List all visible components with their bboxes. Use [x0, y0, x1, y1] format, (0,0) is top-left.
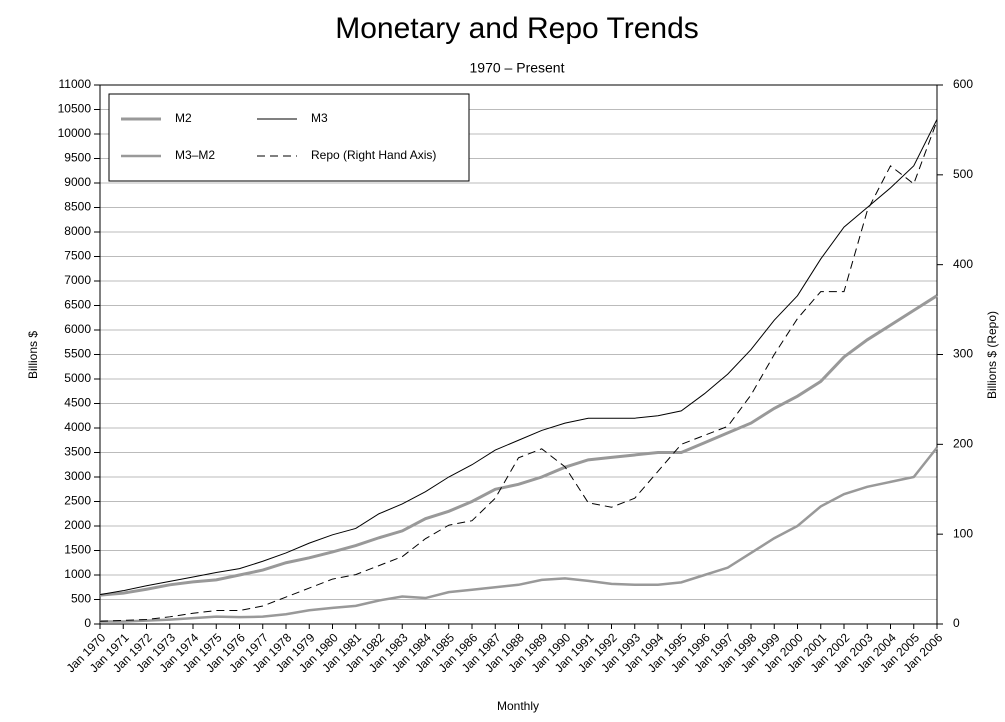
chart-title: Monetary and Repo Trends: [335, 12, 699, 45]
legend-label: M3: [311, 111, 328, 125]
y2-tick-label: 0: [953, 616, 960, 630]
y-tick-label: 11000: [59, 77, 92, 91]
y-tick-label: 4500: [64, 396, 91, 410]
y-tick-label: 7500: [64, 249, 91, 263]
y2-axis-label: Billions $ (Repo): [985, 311, 999, 399]
y-tick-label: 1000: [64, 567, 91, 581]
y2-tick-label: 100: [953, 526, 973, 540]
y-tick-label: 9000: [64, 175, 91, 189]
x-axis-label: Monthly: [497, 699, 539, 713]
y-tick-label: 8000: [64, 224, 91, 238]
y-tick-label: 8500: [64, 200, 91, 214]
legend-box: [108, 93, 470, 182]
y-tick-label: 10500: [58, 102, 92, 116]
y-tick-label: 500: [71, 592, 91, 606]
y-tick-label: 7000: [64, 273, 91, 287]
y-tick-label: 3000: [64, 469, 91, 483]
y-tick-label: 6500: [64, 298, 91, 312]
line-series: [99, 120, 938, 622]
y2-tick-label: 500: [953, 167, 973, 181]
y-tick-label: 1500: [64, 543, 91, 557]
y-tick-label: 9500: [64, 151, 91, 165]
line-series: [99, 294, 938, 597]
line-series: [100, 446, 938, 623]
y-tick-label: 4000: [64, 420, 91, 434]
y-axis-label: Billions $: [26, 331, 40, 379]
legend-label: M2: [175, 111, 192, 125]
y-tick-label: 3500: [64, 445, 91, 459]
y2-tick-label: 400: [953, 257, 973, 271]
y2-tick-label: 300: [953, 347, 973, 361]
y2-tick-label: 200: [953, 437, 973, 451]
chart-subtitle: 1970 – Present: [470, 60, 565, 76]
y-tick-label: 5000: [64, 371, 91, 385]
y-tick-label: 0: [84, 616, 91, 630]
y-tick-label: 5500: [64, 347, 91, 361]
line-series: [99, 119, 938, 596]
y-tick-label: 2500: [64, 494, 91, 508]
y-tick-label: 2000: [64, 518, 91, 532]
y-tick-label: 10000: [58, 126, 92, 140]
legend-label: M3–M2: [175, 148, 215, 162]
plot-frame: [99, 84, 938, 625]
legend-label: Repo (Right Hand Axis): [311, 148, 436, 162]
y2-tick-label: 600: [953, 77, 973, 91]
y-tick-label: 6000: [64, 322, 91, 336]
